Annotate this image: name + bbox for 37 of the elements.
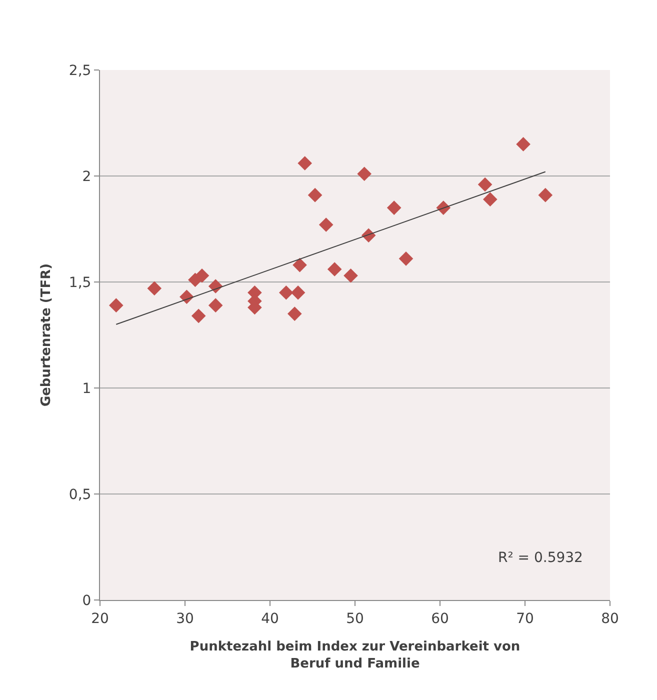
point bbox=[290, 285, 306, 300]
x-tick-label: 40 bbox=[261, 610, 279, 627]
point bbox=[308, 188, 322, 202]
y-tick-label: 0 bbox=[82, 592, 92, 609]
y-axis-title: Geburtenrate (TFR) bbox=[38, 263, 54, 407]
point bbox=[478, 177, 492, 192]
point bbox=[318, 218, 334, 232]
point bbox=[538, 188, 553, 202]
x-tick-label: 30 bbox=[176, 610, 194, 627]
x-axis-title: Punktezahl beim Index zur Vereinbarkeit von Beruf und Familie bbox=[190, 639, 520, 672]
point bbox=[279, 285, 294, 300]
point bbox=[288, 306, 302, 321]
point bbox=[109, 298, 124, 312]
point bbox=[516, 137, 530, 152]
point bbox=[194, 268, 210, 283]
point bbox=[398, 252, 414, 266]
point bbox=[386, 200, 402, 215]
point bbox=[292, 258, 307, 272]
x-tick-label: 60 bbox=[431, 610, 449, 627]
annotation: R² = 0.5932 bbox=[498, 550, 583, 566]
point bbox=[298, 156, 312, 170]
point bbox=[357, 166, 372, 182]
y-tick-label: 0,5 bbox=[68, 486, 92, 503]
point bbox=[191, 308, 206, 324]
point bbox=[327, 262, 342, 276]
x-tick-label: 20 bbox=[91, 610, 109, 627]
y-tick-label: 2,5 bbox=[68, 62, 92, 79]
point bbox=[208, 298, 223, 312]
x-tick-label: 80 bbox=[601, 610, 619, 627]
point bbox=[147, 281, 162, 296]
y-tick-label: 2 bbox=[82, 168, 92, 185]
point bbox=[483, 192, 498, 206]
y-tick-label: 1 bbox=[82, 380, 92, 397]
point bbox=[344, 268, 358, 283]
y-tick-label: 1,5 bbox=[68, 274, 92, 291]
x-tick-label: 50 bbox=[346, 610, 364, 627]
x-tick-label: 70 bbox=[516, 610, 534, 627]
